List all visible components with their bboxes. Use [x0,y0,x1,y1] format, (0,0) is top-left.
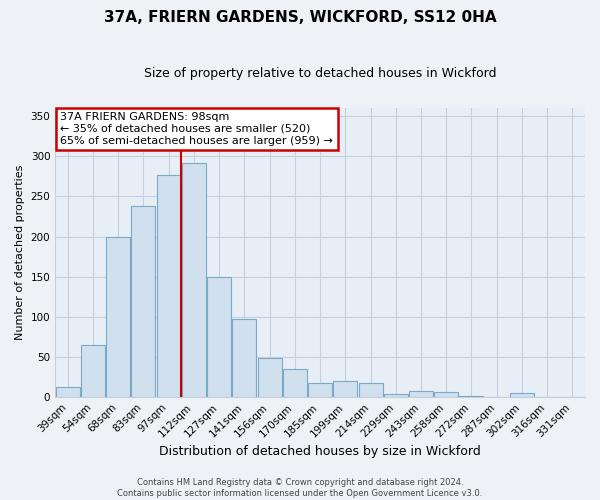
Bar [131,206,155,397]
X-axis label: Distribution of detached houses by size in Wickford: Distribution of detached houses by size … [159,444,481,458]
Bar [460,396,484,397]
Bar [384,394,408,397]
Title: Size of property relative to detached houses in Wickford: Size of property relative to detached ho… [144,68,496,80]
Bar [359,383,383,397]
Bar [157,174,181,397]
Y-axis label: Number of detached properties: Number of detached properties [15,165,25,340]
Bar [308,383,332,397]
Bar [409,391,433,397]
Bar [207,276,231,397]
Bar [232,320,256,397]
Bar [81,345,105,397]
Bar [106,236,130,397]
Bar [283,369,307,397]
Text: 37A FRIERN GARDENS: 98sqm
← 35% of detached houses are smaller (520)
65% of semi: 37A FRIERN GARDENS: 98sqm ← 35% of detac… [61,112,334,146]
Text: Contains HM Land Registry data © Crown copyright and database right 2024.
Contai: Contains HM Land Registry data © Crown c… [118,478,482,498]
Bar [334,381,357,397]
Bar [182,164,206,397]
Bar [56,387,80,397]
Text: 37A, FRIERN GARDENS, WICKFORD, SS12 0HA: 37A, FRIERN GARDENS, WICKFORD, SS12 0HA [104,10,496,25]
Bar [257,358,281,397]
Bar [434,392,458,397]
Bar [510,393,534,397]
